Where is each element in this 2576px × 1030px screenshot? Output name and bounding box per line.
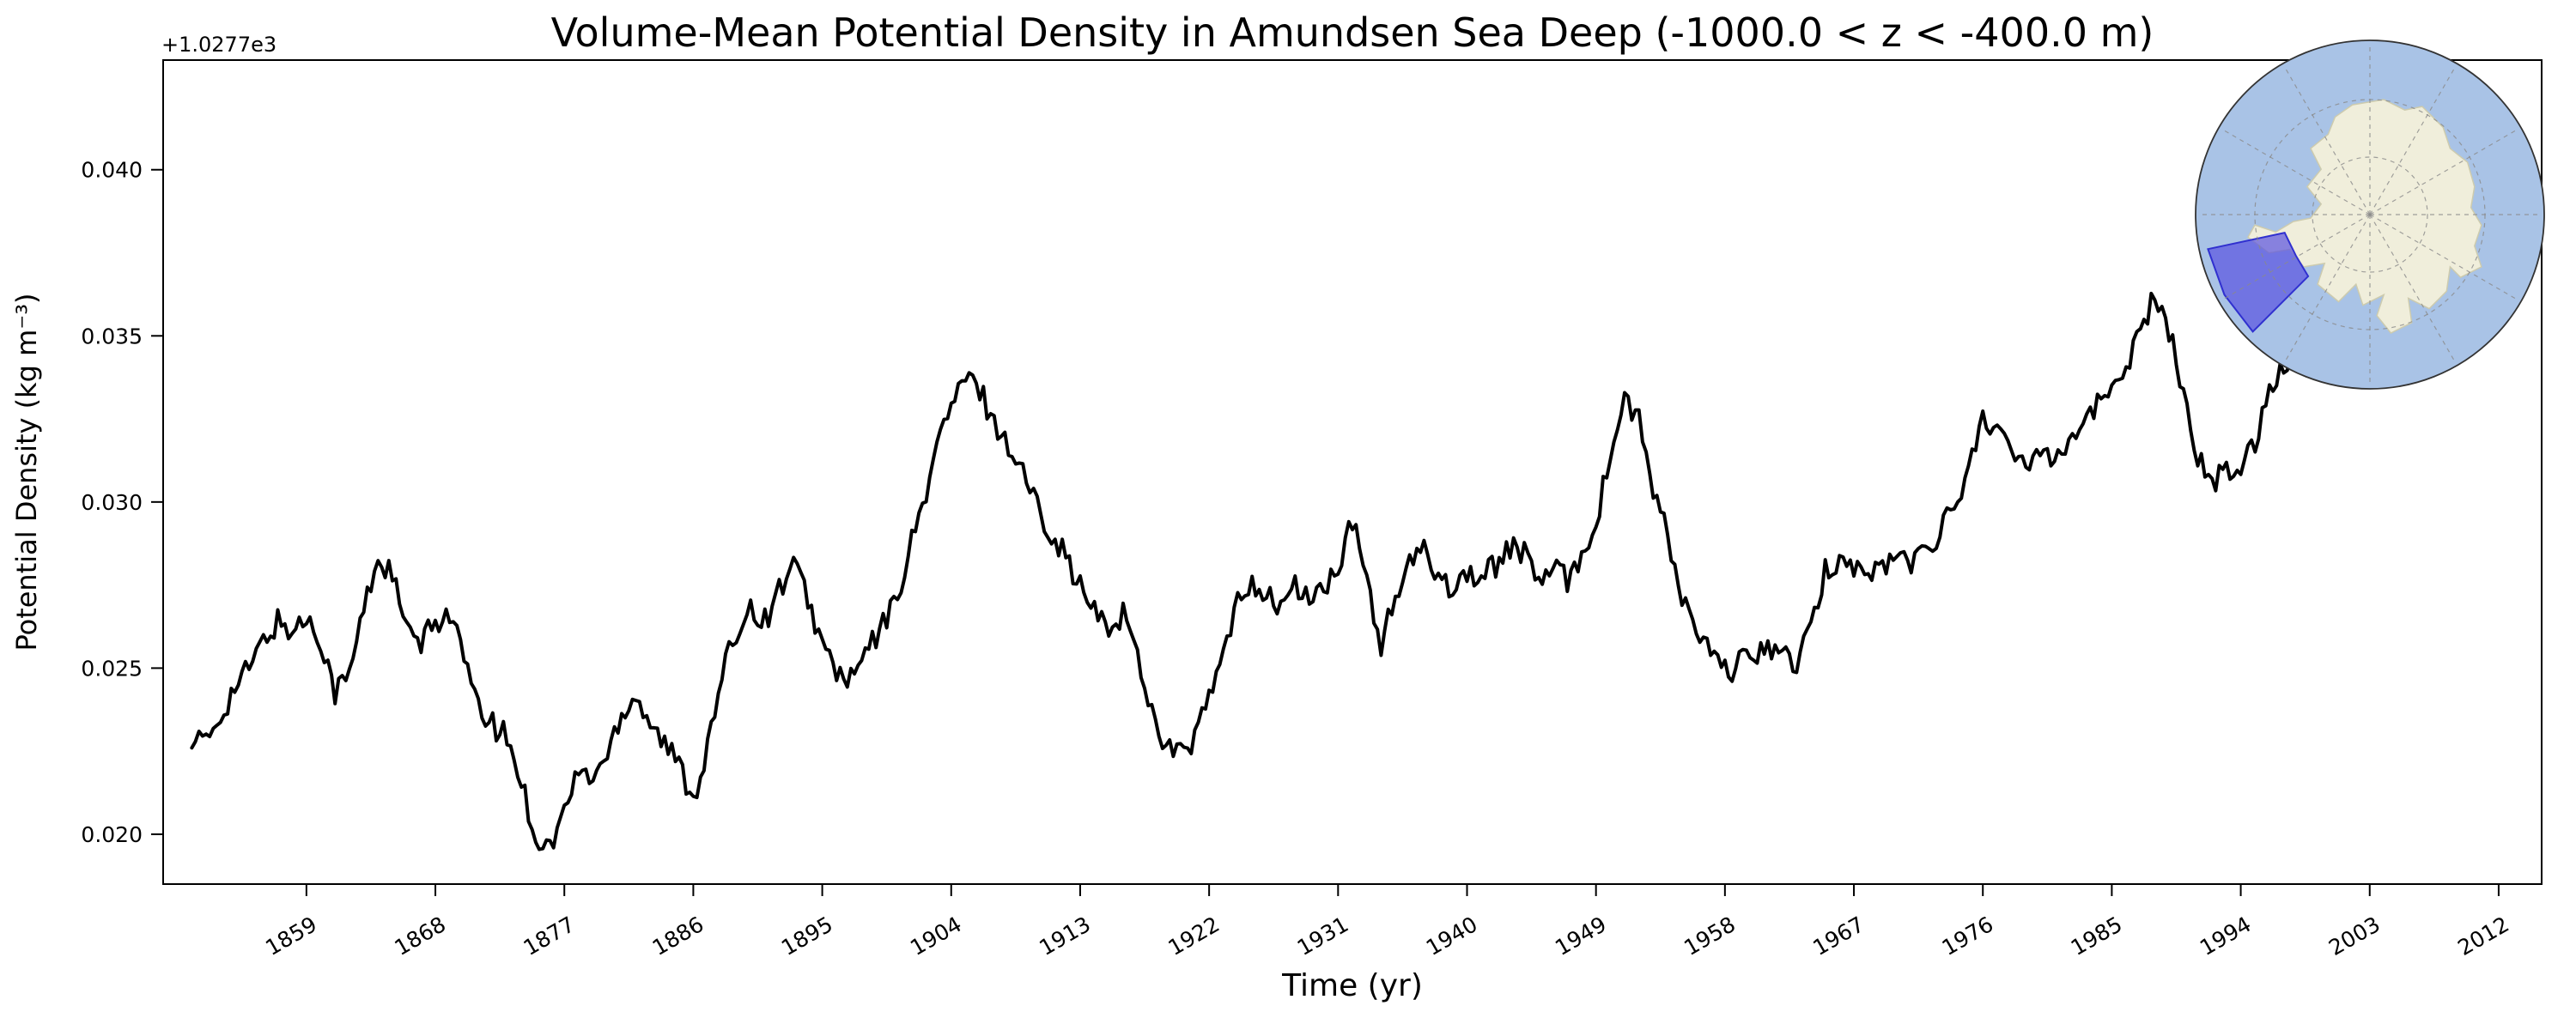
y-tick-label: 0.040 bbox=[81, 158, 143, 183]
graticule-meridian bbox=[2369, 214, 2519, 301]
antarctica-landmass bbox=[2246, 99, 2482, 334]
antarctica-inset-map bbox=[2195, 39, 2545, 390]
graticule-parallel bbox=[2312, 156, 2428, 273]
graticule-meridian bbox=[2369, 214, 2457, 364]
y-tick-label: 0.035 bbox=[81, 324, 143, 348]
y-axis-label: Potential Density (kg m⁻³) bbox=[10, 293, 43, 651]
amundsen-sea-highlight-region bbox=[2207, 231, 2310, 333]
graticule-meridian bbox=[2369, 65, 2457, 215]
inset-map-border bbox=[2195, 39, 2545, 390]
graticule-gridlines bbox=[2198, 43, 2542, 386]
y-tick-label: 0.025 bbox=[81, 656, 143, 681]
graticule-meridian bbox=[2221, 214, 2371, 301]
graticule-meridian bbox=[2369, 128, 2519, 215]
chart-title: Volume-Mean Potential Density in Amundse… bbox=[551, 9, 2154, 56]
graticule-meridian bbox=[2283, 214, 2371, 364]
y-axis-ticks: 0.020 0.025 0.030 0.035 0.040 bbox=[81, 158, 163, 847]
graticule-meridian bbox=[2283, 65, 2371, 215]
y-tick-label: 0.030 bbox=[81, 490, 143, 515]
density-time-series-line bbox=[190, 127, 2530, 851]
y-axis-offset-text: +1.0277e3 bbox=[161, 33, 276, 57]
y-tick-label: 0.020 bbox=[81, 822, 143, 847]
graticule-meridian bbox=[2221, 128, 2371, 215]
x-axis-label: Time (yr) bbox=[1281, 968, 1423, 1003]
plot-axes-box bbox=[162, 59, 2543, 885]
